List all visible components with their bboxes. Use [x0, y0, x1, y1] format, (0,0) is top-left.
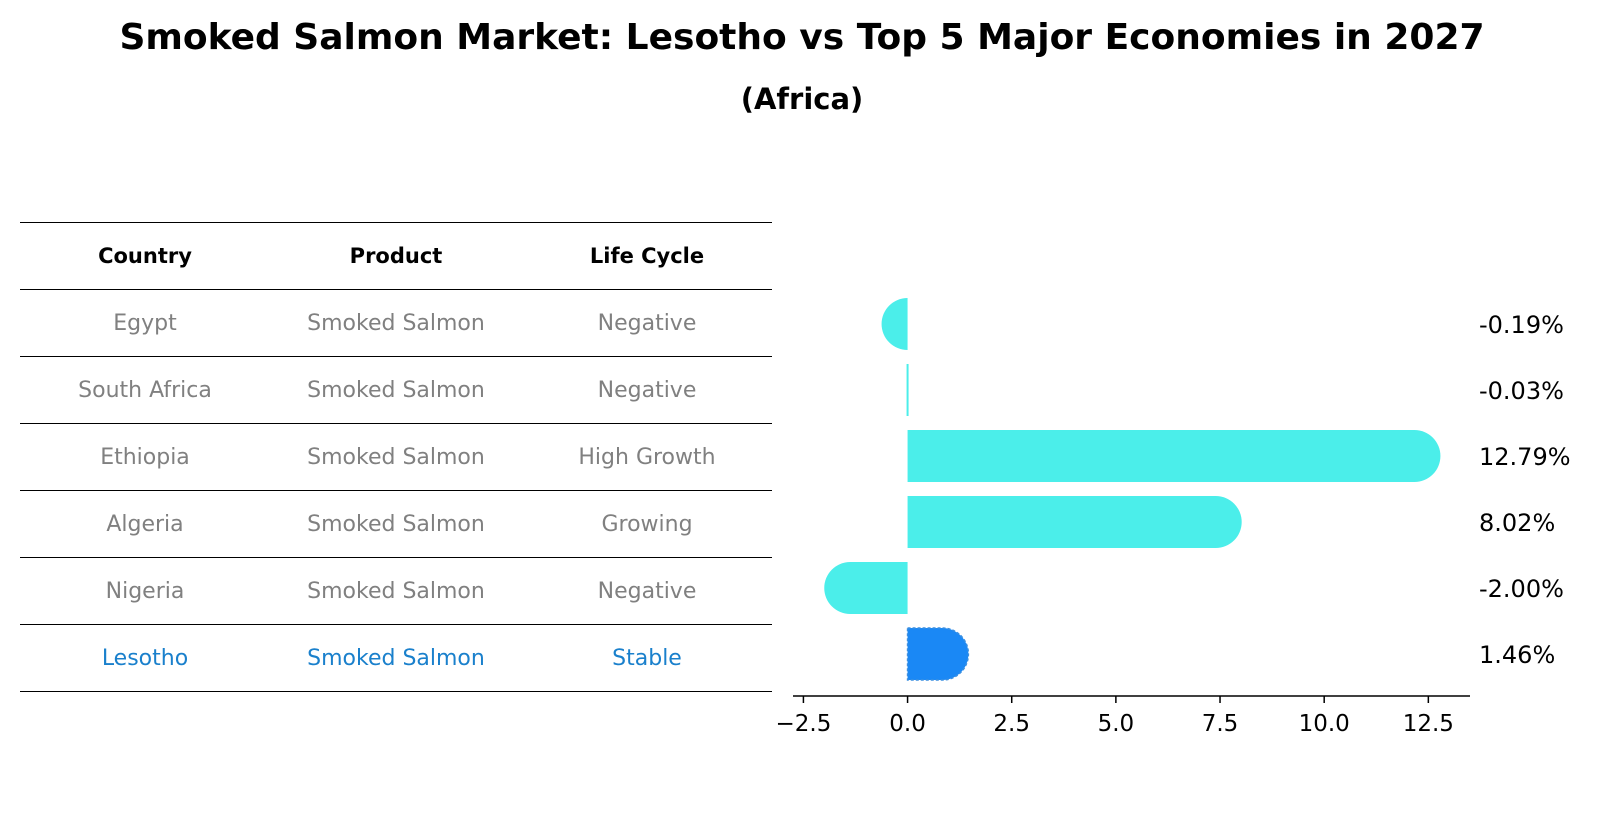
product-cell: Smoked Salmon [307, 578, 485, 604]
table-row: Nigeria Smoked Salmon Negative [20, 558, 772, 625]
table-header-row: Country Product Life Cycle [20, 223, 772, 290]
life-cycle-cell: Negative [597, 310, 697, 336]
table-row: Egypt Smoked Salmon Negative [20, 290, 772, 357]
life-cycle-cell: Negative [597, 377, 697, 403]
bar [906, 364, 909, 416]
bar [824, 562, 908, 614]
product-cell: Smoked Salmon [307, 310, 485, 336]
value-label: 1.46% [1479, 641, 1555, 669]
life-cycle-cell: Stable [612, 645, 682, 671]
chart-title: Smoked Salmon Market: Lesotho vs Top 5 M… [119, 17, 1485, 58]
country-cell: Lesotho [101, 645, 189, 671]
x-tick-label: 7.5 [1202, 711, 1239, 737]
product-cell: Smoked Salmon [307, 444, 485, 470]
country-cell: Nigeria [105, 578, 185, 604]
bar [907, 496, 1242, 548]
country-cell: Algeria [106, 511, 184, 537]
header-life-cycle: Life Cycle [589, 244, 705, 268]
country-cell: South Africa [78, 377, 212, 403]
life-cycle-cell: High Growth [578, 444, 716, 470]
x-tick-label: 10.0 [1299, 711, 1350, 737]
bar-highlight [906, 627, 970, 681]
product-cell: Smoked Salmon [307, 511, 485, 537]
chart-subtitle: (Africa) [740, 82, 864, 116]
bar [881, 298, 908, 350]
table-row: South Africa Smoked Salmon Negative [20, 357, 772, 424]
value-label: -2.00% [1479, 575, 1564, 603]
value-label: 12.79% [1479, 443, 1571, 471]
table-row: Algeria Smoked Salmon Growing [20, 491, 772, 558]
value-label: 8.02% [1479, 509, 1555, 537]
life-cycle-cell: Negative [597, 578, 697, 604]
x-tick-label: 5.0 [1098, 711, 1135, 737]
bar [907, 430, 1441, 482]
table-row-highlight: Lesotho Smoked Salmon Stable [20, 625, 772, 692]
header-product: Product [349, 244, 443, 268]
x-tick-label: 12.5 [1403, 711, 1454, 737]
country-cell: Egypt [113, 310, 177, 336]
product-cell: Smoked Salmon [307, 377, 485, 403]
x-tick-label: 0.0 [889, 711, 926, 737]
value-label: -0.19% [1479, 311, 1564, 339]
life-cycle-cell: Growing [601, 511, 693, 537]
header-country: Country [98, 244, 192, 268]
table-row: Ethiopia Smoked Salmon High Growth [20, 424, 772, 491]
value-label: -0.03% [1479, 377, 1564, 405]
x-tick-label: −2.5 [775, 711, 831, 737]
country-cell: Ethiopia [100, 444, 190, 470]
x-tick-label: 2.5 [993, 711, 1030, 737]
country-table: Country Product Life Cycle Egypt Smoked … [20, 222, 772, 692]
product-cell: Smoked Salmon [307, 645, 485, 671]
